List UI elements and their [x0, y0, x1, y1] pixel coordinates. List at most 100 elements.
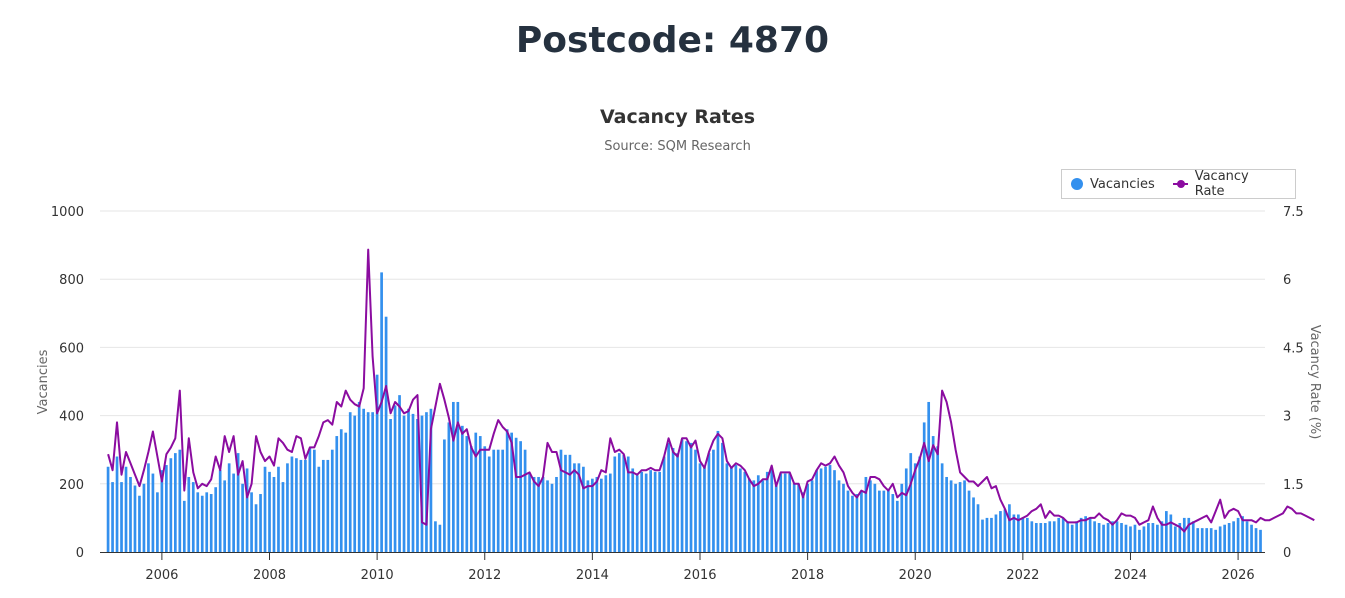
vacancies-bar [1236, 517, 1240, 552]
vacancies-bar [976, 504, 980, 552]
vacancies-bar [815, 470, 818, 552]
vacancies-bar [864, 476, 868, 552]
vacancies-bar [568, 454, 572, 552]
x-tick-label: 2022 [1006, 568, 1039, 583]
vacancies-bar [712, 449, 715, 552]
vacancies-bar [985, 517, 989, 552]
x-tick-label: 2018 [791, 568, 824, 583]
vacancies-bar [1250, 524, 1253, 552]
vacancies-bar [999, 511, 1002, 552]
legend-item-vacancies[interactable]: Vacancies [1071, 177, 1155, 192]
vacancies-bar [1066, 521, 1070, 552]
vacancies-bar [949, 480, 953, 552]
vacancies-bar [546, 480, 549, 552]
vacancies-bar [1008, 504, 1011, 552]
vacancies-bar [783, 473, 787, 552]
vacancies-bar [788, 473, 792, 552]
vacancies-bar [833, 470, 836, 552]
vacancies-bar [1232, 521, 1235, 552]
vacancies-bar [1061, 517, 1065, 552]
vacancies-bar [895, 500, 899, 552]
vacancies-bar [460, 425, 464, 552]
chart-legend: Vacancies Vacancy Rate [1061, 169, 1296, 199]
vacancies-bar [819, 468, 823, 552]
vacancies-bar [958, 482, 962, 552]
vacancies-bar [129, 476, 132, 552]
vacancies-bar [967, 490, 971, 552]
vacancies-bar [133, 485, 137, 552]
vacancies-bar [214, 487, 218, 552]
vacancies-bar [151, 473, 155, 552]
vacancies-bar [608, 473, 612, 552]
legend-item-vacancy-rate[interactable]: Vacancy Rate [1172, 169, 1277, 199]
vacancies-bar [205, 492, 209, 552]
vacancies-bar [182, 500, 186, 552]
vacancies-bar [846, 490, 850, 552]
vacancies-bar [514, 437, 518, 552]
vacancies-bar [1129, 526, 1132, 552]
vacancies-bar [1187, 517, 1191, 552]
vacancies-bar [263, 466, 267, 552]
x-tick-label: 2016 [683, 568, 716, 583]
vacancies-bar [653, 471, 657, 552]
vacancies-bar [366, 412, 370, 552]
vacancies-bar [703, 466, 706, 552]
vacancies-bar [1218, 526, 1222, 552]
vacancies-bar [824, 466, 827, 552]
vacancies-bar [147, 463, 150, 552]
vacancies-bar [416, 419, 419, 552]
vacancies-bar [922, 422, 926, 552]
vacancies-bar [375, 374, 379, 552]
x-tick-label: 2026 [1222, 568, 1255, 583]
vacancies-bar [577, 463, 581, 552]
vacancy-rate-line [107, 248, 1315, 533]
vacancies-bar [187, 476, 191, 552]
vacancies-bar [447, 422, 451, 552]
vacancies-bar [420, 415, 424, 552]
vacancies-bar [1214, 529, 1218, 552]
vacancies-bar [1079, 517, 1083, 552]
vacancies-bar [685, 441, 688, 552]
x-tick-label: 2010 [361, 568, 394, 583]
vacancies-bar [662, 456, 666, 552]
line-marker-icon [1172, 180, 1188, 188]
vacancies-bar [241, 483, 244, 552]
vacancies-bar [904, 468, 908, 552]
vacancies-bar [434, 521, 437, 552]
vacancies-bar [564, 454, 567, 552]
vacancies-bar [106, 466, 110, 552]
vacancies-bar [1259, 529, 1262, 552]
vacancies-bar [1039, 523, 1043, 552]
vacancies-bar [1021, 517, 1025, 552]
vacancies-bar [1111, 521, 1114, 552]
vacancies-bar [124, 466, 128, 552]
vacancies-bar [295, 458, 298, 552]
vacancies-bar [1133, 524, 1137, 552]
vacancies-bar [286, 463, 289, 552]
vacancies-bar [981, 519, 984, 552]
vacancies-bar [806, 483, 809, 552]
x-tick-label: 2012 [468, 568, 501, 583]
vacancies-bar [438, 524, 442, 552]
y-right-tick-label: 7.5 [1283, 205, 1304, 220]
vacancies-bar [384, 316, 388, 552]
vacancies-bar [792, 483, 796, 552]
vacancies-bar [591, 478, 594, 552]
vacancies-bar [1196, 528, 1200, 552]
vacancies-bar [573, 463, 576, 552]
vacancies-bar [1165, 511, 1168, 552]
vacancies-bar [299, 459, 303, 552]
vacancies-bar [891, 494, 895, 552]
vacancies-bar [550, 483, 554, 552]
vacancies-bar [111, 482, 114, 552]
vacancies-bar [622, 454, 626, 552]
vacancies-bar [223, 480, 227, 552]
vacancies-bar [1093, 521, 1096, 552]
vacancies-bar [945, 476, 948, 552]
vacancies-bar [900, 483, 904, 552]
vacancies-bar [730, 466, 733, 552]
y-right-tick-label: 6 [1283, 273, 1291, 288]
vacancies-bar [510, 432, 513, 552]
vacancies-bar [528, 473, 531, 552]
vacancies-bar [595, 476, 599, 552]
